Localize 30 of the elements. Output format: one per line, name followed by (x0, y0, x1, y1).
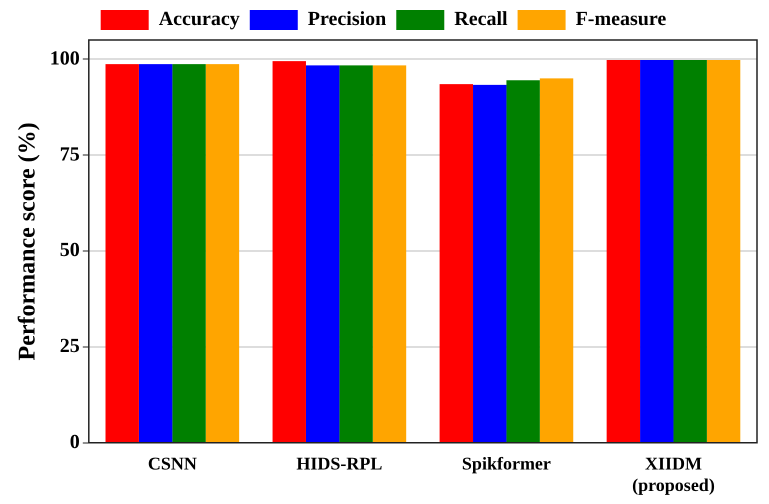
y-tick-label: 25 (60, 335, 80, 358)
bar (306, 65, 340, 442)
y-tick-label: 100 (50, 47, 80, 70)
legend-label: Recall (454, 8, 508, 30)
bar (106, 64, 139, 442)
bar (706, 60, 740, 442)
legend-label: F-measure (576, 8, 666, 30)
bar (138, 64, 172, 442)
bar (206, 64, 240, 442)
bar (440, 84, 474, 442)
x-tick-label: HIDS-RPL (296, 453, 382, 474)
y-axis-title: Performance score (%) (14, 122, 41, 360)
bar (673, 60, 707, 442)
x-tick-label: CSNN (148, 453, 197, 474)
legend-label: Precision (308, 8, 386, 30)
bar (640, 60, 674, 442)
y-tick-label: 75 (60, 143, 80, 166)
bar (339, 65, 373, 442)
bar (506, 80, 540, 442)
bar (172, 64, 206, 442)
y-tick-label: 50 (60, 239, 80, 262)
legend-label: Accuracy (158, 8, 240, 30)
x-tick-label: XIIDM (proposed) (632, 453, 715, 495)
bar (272, 61, 306, 442)
bar (473, 84, 506, 442)
bar (540, 78, 574, 442)
bar (606, 60, 640, 442)
x-tick-label: Spikformer (462, 453, 551, 474)
y-tick-label: 0 (70, 430, 80, 453)
bar (372, 65, 406, 442)
